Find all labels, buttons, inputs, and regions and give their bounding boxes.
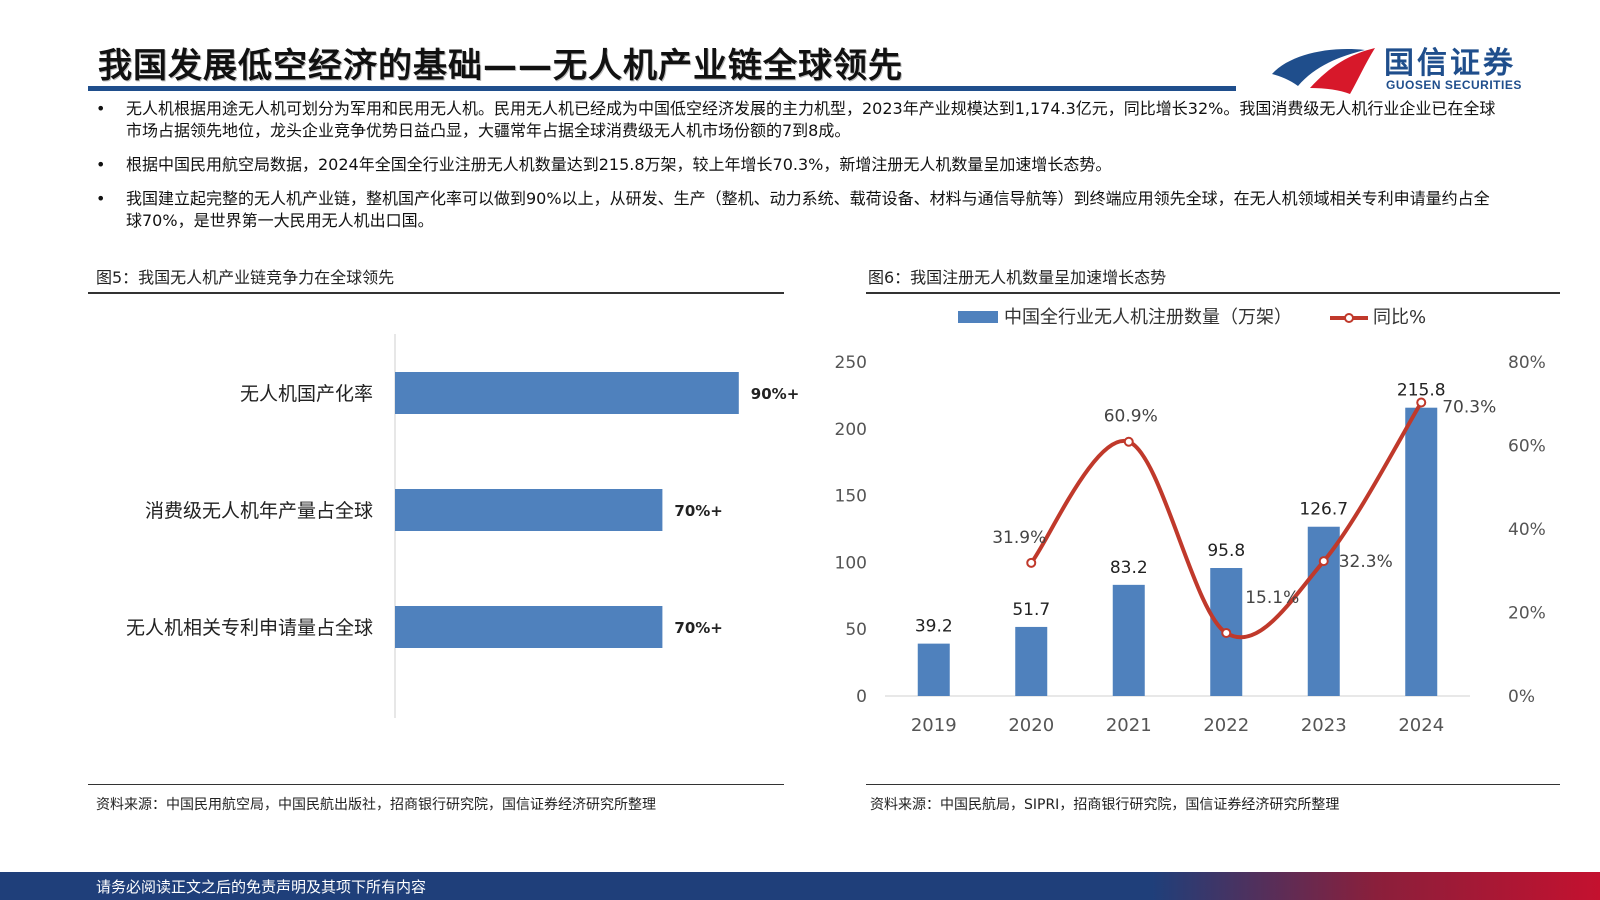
figure5-caption: 图5：我国无人机产业链竞争力在全球领先 bbox=[96, 268, 395, 287]
line-point bbox=[1416, 397, 1427, 408]
y-left-tick-label: 200 bbox=[835, 420, 867, 440]
company-name-english: GUOSEN SECURITIES bbox=[1386, 78, 1522, 92]
y-right-tick-label: 20% bbox=[1508, 604, 1546, 624]
line-data-label: 15.1% bbox=[1245, 588, 1299, 608]
figure5-source: 资料来源：中国民用航空局，中国民航出版社，招商银行研究院，国信证券经济研究所整理 bbox=[96, 797, 656, 813]
figure6-chart: 中国全行业无人机注册数量（万架） 同比% 0 50 100 150 200 250 0% 20% 4… bbox=[835, 307, 1546, 736]
page-title: 我国发展低空经济的基础——无人机产业链全球领先 bbox=[98, 46, 903, 86]
bar-data-label: 51.7 bbox=[1012, 600, 1050, 620]
line-point bbox=[1123, 436, 1134, 447]
bar-data-label: 39.2 bbox=[915, 617, 953, 637]
y-right-tick-label: 0% bbox=[1508, 687, 1535, 707]
bar-data-label: 83.2 bbox=[1110, 558, 1148, 578]
bar bbox=[1307, 526, 1340, 696]
bullet-list: 无人机根据用途无人机可划分为军用和民用无人机。民用无人机已经成为中国低空经济发展… bbox=[96, 98, 1496, 244]
y-right-tick-label: 60% bbox=[1508, 437, 1546, 457]
y-left-tick-label: 0 bbox=[856, 687, 867, 707]
company-logo-icon bbox=[1272, 48, 1375, 94]
x-tick-label: 2024 bbox=[1398, 715, 1444, 736]
category-label: 消费级无人机年产量占全球 bbox=[145, 500, 373, 522]
bar-data-label: 126.7 bbox=[1299, 500, 1348, 520]
legend-line-label: 同比% bbox=[1373, 307, 1426, 328]
bullet-item: 我国建立起完整的无人机产业链，整机国产化率可以做到90%以上，从研发、生产（整机… bbox=[96, 188, 1496, 232]
disclaimer-text: 请务必阅读正文之后的免责声明及其项下所有内容 bbox=[96, 878, 427, 896]
y-right-tick-label: 40% bbox=[1508, 520, 1546, 540]
bar-data-label: 215.8 bbox=[1397, 381, 1446, 401]
line-data-label: 31.9% bbox=[992, 528, 1046, 548]
figure5-bottom-rule bbox=[88, 784, 784, 785]
y-left-tick-label: 150 bbox=[835, 487, 867, 507]
line-point bbox=[1026, 557, 1037, 568]
y-right-tick-label: 80% bbox=[1508, 353, 1546, 373]
title-underline bbox=[88, 86, 1236, 91]
legend-line-marker bbox=[1344, 313, 1354, 323]
y-left-tick-label: 250 bbox=[835, 353, 867, 373]
company-name: 国信证券 bbox=[1384, 46, 1516, 81]
bar bbox=[1405, 407, 1438, 696]
bar bbox=[395, 372, 739, 414]
figure5-chart: 无人机国产化率 90%+ 消费级无人机年产量占全球 70%+ 无人机相关专利申请量占全球… bbox=[126, 334, 799, 718]
category-label: 无人机相关专利申请量占全球 bbox=[126, 617, 373, 639]
figure6-source: 资料来源：中国民航局，SIPRI，招商银行研究院，国信证券经济研究所整理 bbox=[870, 797, 1340, 813]
category-label: 无人机国产化率 bbox=[240, 383, 373, 405]
line-point bbox=[1221, 627, 1232, 638]
figure6-caption: 图6：我国注册无人机数量呈加速增长态势 bbox=[868, 268, 1167, 287]
line-data-label: 70.3% bbox=[1442, 397, 1496, 417]
figure6-top-rule bbox=[866, 292, 1560, 294]
footer-bar bbox=[0, 872, 1600, 900]
bullet-item: 无人机根据用途无人机可划分为军用和民用无人机。民用无人机已经成为中国低空经济发展… bbox=[96, 98, 1496, 142]
figure5-top-rule bbox=[88, 292, 784, 294]
line-point bbox=[1318, 556, 1329, 567]
y-left-tick-label: 50 bbox=[845, 620, 867, 640]
data-label: 90%+ bbox=[751, 385, 799, 403]
legend-bar-swatch bbox=[958, 311, 998, 323]
data-label: 70%+ bbox=[674, 619, 722, 637]
bar bbox=[917, 643, 950, 696]
bar bbox=[395, 489, 663, 531]
x-tick-label: 2023 bbox=[1301, 715, 1347, 736]
x-tick-label: 2022 bbox=[1203, 715, 1249, 736]
x-tick-label: 2019 bbox=[911, 715, 957, 736]
x-tick-label: 2020 bbox=[1008, 715, 1054, 736]
line-data-label: 60.9% bbox=[1104, 407, 1158, 427]
bar bbox=[395, 606, 663, 648]
figure6-bottom-rule bbox=[866, 784, 1560, 785]
bar bbox=[1015, 626, 1048, 696]
y-left-tick-label: 100 bbox=[835, 553, 867, 573]
bar-data-label: 95.8 bbox=[1207, 541, 1245, 561]
bar bbox=[1112, 584, 1145, 696]
bullet-item: 根据中国民用航空局数据，2024年全国全行业注册无人机数量达到215.8万架，较… bbox=[96, 154, 1496, 176]
data-label: 70%+ bbox=[674, 502, 722, 520]
x-tick-label: 2021 bbox=[1106, 715, 1152, 736]
line-data-label: 32.3% bbox=[1339, 552, 1393, 572]
legend-bar-label: 中国全行业无人机注册数量（万架） bbox=[1004, 307, 1292, 328]
